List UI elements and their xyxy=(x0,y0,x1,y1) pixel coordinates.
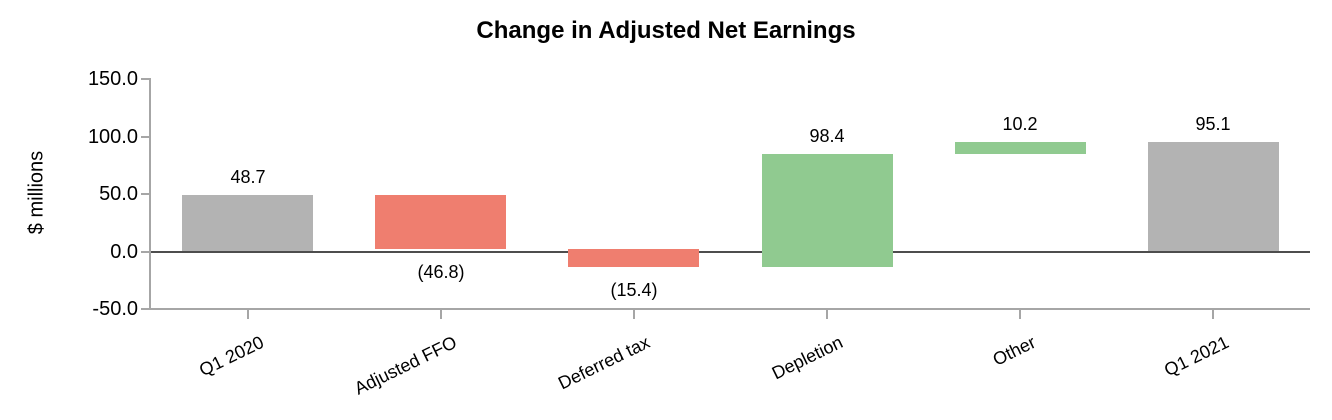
y-tick-label: 50.0 xyxy=(99,183,138,205)
y-tick-mark xyxy=(141,193,149,195)
bar-value-label: (46.8) xyxy=(417,262,465,282)
y-tick-label: -50.0 xyxy=(92,298,138,320)
bar-value-label: 48.7 xyxy=(230,167,266,187)
y-tick-label: 150.0 xyxy=(87,68,138,90)
x-axis-label-text: Adjusted FFO xyxy=(351,332,460,399)
bar-value-label: 10.2 xyxy=(1002,114,1038,134)
x-axis-label-text: Q1 2020 xyxy=(195,332,267,381)
bar-value-label: 95.1 xyxy=(1195,114,1231,134)
chart-title: Change in Adjusted Net Earnings xyxy=(476,17,856,44)
bar xyxy=(182,195,313,251)
x-axis-line xyxy=(141,308,1310,310)
bar-value-label: 98.4 xyxy=(809,126,845,146)
bar xyxy=(568,249,699,267)
x-axis-label-text: Q1 2021 xyxy=(1160,332,1232,381)
y-tick-mark xyxy=(141,78,149,80)
y-tick-mark xyxy=(141,135,149,138)
x-tick-mark xyxy=(246,309,249,319)
x-tick-mark xyxy=(632,309,635,319)
x-tick-mark xyxy=(1019,309,1022,319)
x-tick-mark xyxy=(826,309,829,319)
x-tick-mark xyxy=(439,309,442,319)
x-tick-mark xyxy=(1212,309,1215,319)
bar-value-label: (15.4) xyxy=(610,280,658,300)
x-axis-label-text: Other xyxy=(989,332,1039,370)
y-tick-mark xyxy=(141,250,149,253)
bar xyxy=(375,195,506,249)
bar xyxy=(1148,142,1279,251)
bar xyxy=(955,142,1086,154)
x-axis-label-text: Deferred tax xyxy=(554,332,653,394)
bar xyxy=(762,154,893,267)
y-tick-label: 100.0 xyxy=(87,125,138,148)
x-axis-label-text: Depletion xyxy=(768,332,846,384)
y-tick-label: 0.0 xyxy=(110,240,138,263)
y-axis-line xyxy=(149,78,151,310)
zero-line xyxy=(151,250,1310,253)
